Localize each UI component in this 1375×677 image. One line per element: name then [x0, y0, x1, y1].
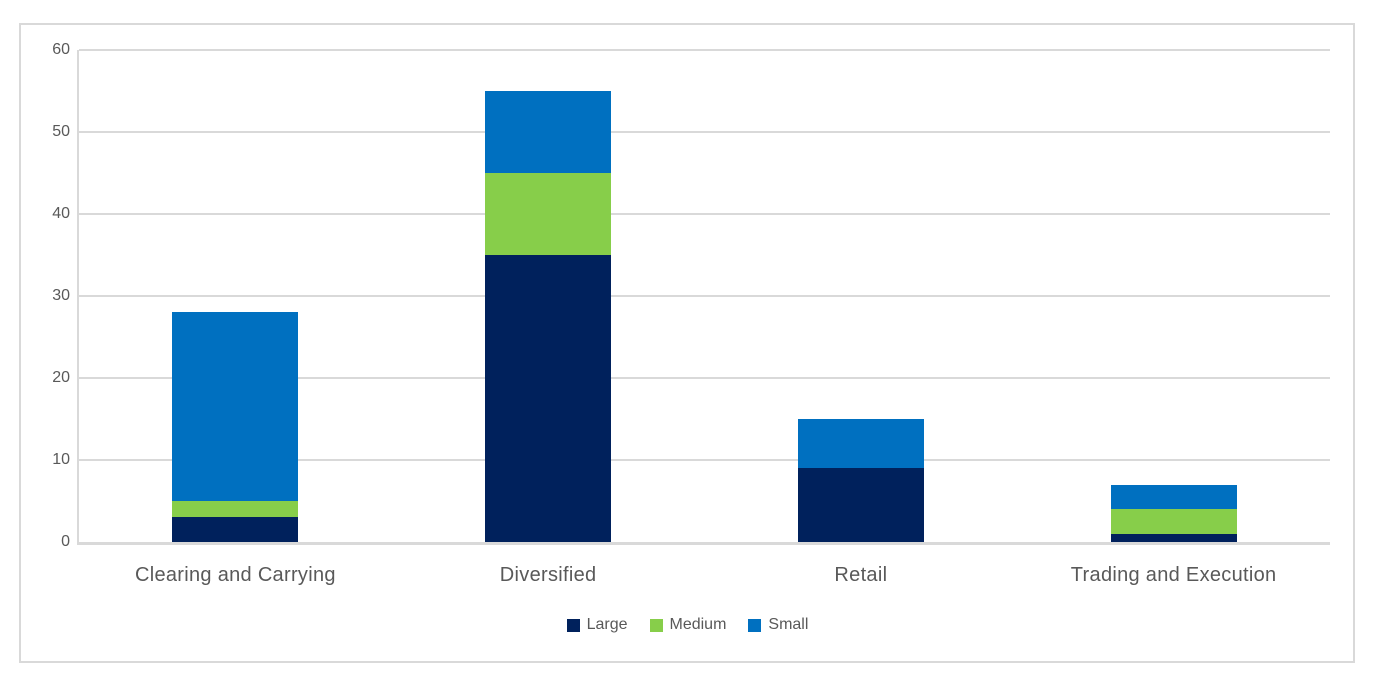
bar-retail: [797, 419, 924, 542]
bar-segment-medium: [485, 173, 612, 255]
y-tick-label-40: 40: [52, 205, 70, 222]
legend-item-medium: Medium: [649, 616, 727, 634]
gridline-50: [79, 131, 1330, 133]
y-tick-label-0: 0: [61, 533, 70, 550]
bar-segment-small: [485, 91, 612, 173]
gridline-10: [79, 459, 1330, 461]
y-tick-label-30: 30: [52, 287, 70, 304]
legend-swatch-medium: [649, 618, 663, 632]
bar-segment-small: [172, 312, 299, 502]
bar-segment-medium: [172, 501, 299, 518]
bar-trading-and-execution: [1110, 484, 1237, 542]
y-tick-label-50: 50: [52, 123, 70, 140]
legend-label-medium: Medium: [669, 616, 727, 633]
bar-segment-large: [172, 517, 299, 542]
x-category-label-diversified: Diversified: [499, 564, 597, 586]
bar-segment-large: [1110, 533, 1237, 542]
gridline-20: [79, 377, 1330, 379]
x-category-label-retail: Retail: [834, 564, 888, 586]
legend-item-small: Small: [748, 616, 808, 634]
gridline-40: [79, 213, 1330, 215]
legend-label-large: Large: [586, 616, 628, 633]
legend-label-small: Small: [768, 616, 809, 633]
x-category-label-trading-and-execution: Trading and Execution: [1070, 564, 1277, 586]
bar-segment-large: [485, 255, 612, 542]
x-category-label-clearing-and-carrying: Clearing and Carrying: [134, 564, 336, 586]
bar-segment-small: [1110, 484, 1237, 510]
y-axis-line: [77, 50, 79, 545]
legend-swatch-small: [748, 618, 762, 632]
legend-item-large: Large: [566, 616, 628, 634]
legend-swatch-large: [566, 618, 580, 632]
bar-segment-small: [797, 419, 924, 469]
bar-segment-medium: [1110, 509, 1237, 534]
x-axis-line: [79, 542, 1330, 545]
bar-diversified: [485, 91, 612, 542]
y-tick-label-60: 60: [52, 41, 70, 58]
gridline-60: [79, 49, 1330, 51]
y-tick-label-20: 20: [52, 369, 70, 386]
bar-segment-large: [797, 468, 924, 542]
legend: Large Medium Small: [0, 616, 1375, 634]
y-tick-label-10: 10: [52, 451, 70, 468]
bar-clearing-and-carrying: [172, 312, 299, 542]
gridline-30: [79, 295, 1330, 297]
